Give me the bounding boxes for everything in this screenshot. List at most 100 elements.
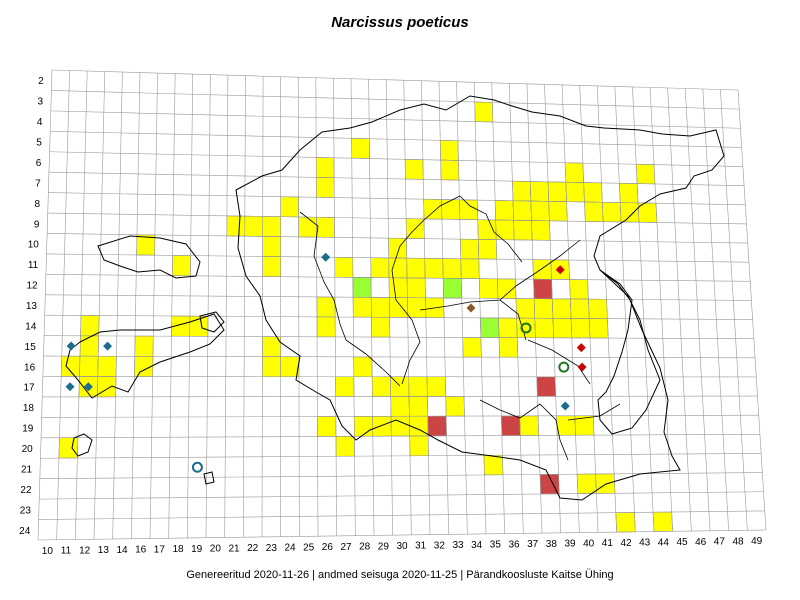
grid-line-horizontal bbox=[49, 151, 743, 167]
y-tick-label: 5 bbox=[36, 138, 42, 149]
cell-yellow bbox=[512, 180, 532, 202]
x-tick-label: 42 bbox=[620, 538, 632, 549]
y-tick-label: 8 bbox=[34, 199, 40, 210]
cell-yellow bbox=[316, 296, 336, 318]
cell-yellow bbox=[262, 356, 281, 377]
cell-yellow bbox=[334, 257, 354, 278]
grid-line-horizontal bbox=[46, 253, 749, 263]
cell-yellow bbox=[407, 297, 427, 318]
x-tick-label: 20 bbox=[210, 544, 222, 555]
cell-yellow bbox=[519, 415, 539, 436]
x-tick-label: 29 bbox=[378, 541, 390, 552]
grid-line-horizontal bbox=[44, 314, 753, 320]
cell-yellow bbox=[576, 473, 597, 494]
x-tick-label: 10 bbox=[42, 546, 54, 557]
island-saaremaa bbox=[65, 313, 225, 399]
grid-line-vertical bbox=[333, 78, 337, 536]
y-tick-label: 21 bbox=[21, 464, 33, 475]
grid-line-horizontal bbox=[51, 90, 740, 110]
cell-yellow bbox=[533, 298, 554, 319]
cell-yellow bbox=[565, 181, 585, 203]
y-tick-label: 22 bbox=[20, 485, 32, 496]
cell-yellow bbox=[552, 318, 573, 339]
cell-yellow bbox=[262, 256, 281, 277]
cell-yellow bbox=[516, 317, 536, 339]
x-tick-label: 16 bbox=[135, 545, 147, 556]
cell-yellow bbox=[548, 201, 568, 222]
blue-diamond-marker bbox=[103, 341, 113, 351]
cell-yellow bbox=[316, 316, 336, 338]
grid-line-horizontal bbox=[47, 212, 747, 225]
grid-line-vertical bbox=[438, 81, 449, 535]
grid-line-horizontal bbox=[40, 453, 762, 459]
x-tick-label: 36 bbox=[508, 539, 520, 550]
grid-line-vertical bbox=[526, 83, 543, 534]
x-tick-label: 41 bbox=[602, 538, 614, 549]
cell-yellow bbox=[564, 162, 584, 183]
y-tick-label: 24 bbox=[19, 526, 31, 537]
cell-yellow bbox=[79, 355, 99, 377]
occurrence-cells bbox=[58, 101, 673, 533]
grid-line-horizontal bbox=[48, 192, 746, 206]
map-title: Narcissus poeticus bbox=[331, 14, 469, 31]
x-tick-label: 21 bbox=[228, 543, 240, 554]
cell-yellow bbox=[388, 277, 408, 298]
x-tick-label: 40 bbox=[583, 538, 595, 549]
x-tick-label: 43 bbox=[639, 538, 651, 549]
island-hiiumaa bbox=[97, 235, 201, 279]
cell-yellow bbox=[408, 396, 429, 417]
cell-yellow bbox=[262, 216, 281, 237]
grid-line-vertical bbox=[350, 78, 356, 536]
cell-yellow bbox=[513, 220, 533, 241]
grid-line-vertical bbox=[368, 79, 375, 536]
cell-yellow bbox=[474, 101, 494, 123]
grid-line-vertical bbox=[509, 83, 524, 534]
island-sorve bbox=[71, 433, 93, 457]
x-tick-label: 39 bbox=[564, 539, 576, 550]
grid-line-vertical bbox=[649, 87, 673, 532]
cell-red bbox=[427, 415, 447, 437]
cell-yellow bbox=[335, 376, 355, 397]
cell-yellow bbox=[388, 257, 408, 279]
grid-line-vertical bbox=[385, 79, 393, 536]
cell-yellow bbox=[445, 396, 465, 417]
cell-yellow bbox=[595, 473, 616, 494]
grid-line-vertical bbox=[37, 69, 53, 541]
cell-yellow bbox=[529, 181, 549, 202]
blue-diamond-marker bbox=[66, 341, 76, 351]
y-tick-label: 4 bbox=[37, 117, 43, 128]
y-tick-label: 19 bbox=[22, 424, 34, 435]
cell-yellow bbox=[588, 318, 609, 339]
cell-yellow bbox=[390, 396, 410, 417]
red-diamond-marker bbox=[577, 362, 587, 372]
cell-yellow bbox=[440, 159, 460, 181]
cell-yellow bbox=[316, 177, 335, 198]
cell-yellow bbox=[462, 337, 482, 358]
grid-line-horizontal bbox=[45, 294, 752, 301]
y-tick-label: 2 bbox=[38, 76, 44, 87]
grid-line-vertical bbox=[75, 71, 88, 540]
x-tick-label: 33 bbox=[452, 540, 464, 551]
x-tick-label: 49 bbox=[751, 536, 763, 547]
cell-yellow bbox=[262, 236, 281, 257]
cell-yellow bbox=[442, 258, 462, 279]
x-tick-label: 30 bbox=[396, 541, 408, 552]
lake-peipus bbox=[597, 269, 661, 435]
blue-diamond-marker bbox=[321, 252, 331, 262]
grid-line-vertical bbox=[579, 85, 599, 533]
red-diamond-marker bbox=[555, 265, 565, 275]
cell-yellow bbox=[316, 216, 335, 238]
blue-circle-marker bbox=[191, 461, 203, 473]
cell-yellow bbox=[532, 259, 552, 280]
green-circle-marker bbox=[558, 361, 570, 373]
cell-yellow bbox=[494, 200, 514, 221]
cell-yellow bbox=[244, 215, 263, 237]
cell-yellow bbox=[80, 315, 100, 337]
grid-line-horizontal bbox=[48, 171, 745, 186]
grid-line-horizontal bbox=[41, 414, 759, 418]
y-tick-label: 23 bbox=[20, 505, 32, 516]
x-tick-label: 38 bbox=[546, 539, 558, 550]
coastline-outline bbox=[65, 95, 725, 501]
y-tick-label: 14 bbox=[25, 321, 37, 332]
